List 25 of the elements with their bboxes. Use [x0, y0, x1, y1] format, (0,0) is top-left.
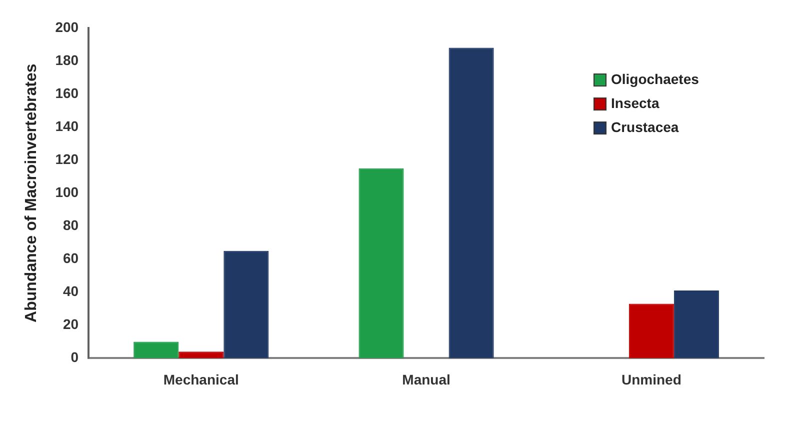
y-tick-label: 80: [62, 216, 79, 233]
y-tick-label: 60: [62, 250, 79, 266]
y-axis-title: Abundance of Macroinvertebrates: [23, 64, 40, 322]
y-tick-label: 200: [55, 18, 79, 35]
bar: [134, 342, 179, 358]
y-tick-label: 120: [55, 150, 79, 167]
y-tick-label: 180: [55, 52, 79, 68]
y-tick-label: 0: [70, 349, 79, 366]
y-tick-label: 20: [62, 316, 79, 332]
legend-label: Crustacea: [611, 118, 679, 135]
y-tick-label: 140: [55, 118, 79, 134]
bar: [178, 352, 224, 358]
bar: [358, 168, 404, 358]
x-tick-label: Mechanical: [163, 371, 239, 388]
bar: [448, 48, 494, 358]
legend-label: Oligochaetes: [611, 70, 700, 87]
bar: [628, 304, 674, 358]
legend-label: Insecta: [611, 94, 660, 111]
bar: [674, 290, 719, 358]
y-tick-label: 160: [55, 84, 79, 101]
y-tick-label: 100: [55, 184, 79, 200]
y-tick-label: 40: [62, 283, 79, 300]
bar: [224, 250, 269, 358]
x-tick-label: Unmined: [621, 371, 682, 388]
x-tick-label: Manual: [402, 371, 450, 388]
